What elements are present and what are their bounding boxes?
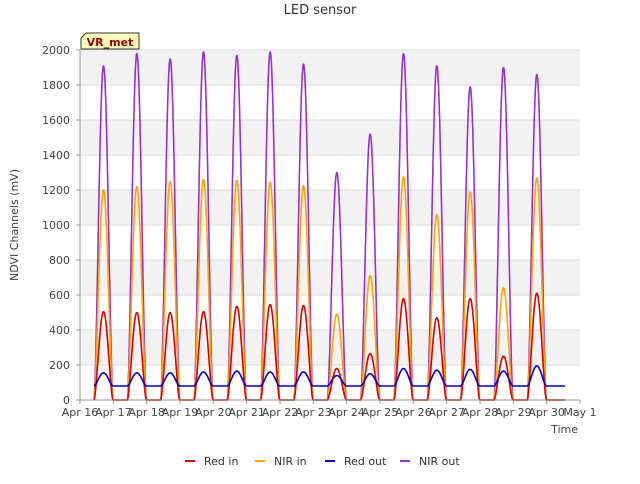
y-tick-label: 0	[63, 394, 70, 407]
badge-shape	[80, 32, 140, 50]
x-tick-label: Apr 22	[262, 406, 299, 419]
y-tick-label: 800	[49, 254, 70, 267]
x-tick-label: Apr 25	[362, 406, 399, 419]
y-tick-label: 2000	[42, 44, 70, 57]
legend-label: NIR out	[419, 455, 460, 468]
y-tick-label: 1800	[42, 79, 70, 92]
y-tick-label: 600	[49, 289, 70, 302]
plot-band	[80, 120, 580, 155]
legend-label: Red out	[344, 455, 387, 468]
y-axis-ticks: 0 200 400 600 800 1000 1200 1400 1600 1800 2000	[42, 44, 80, 407]
x-tick-label: Apr 24	[328, 406, 365, 419]
plot-band	[80, 85, 580, 120]
x-tick-label: Apr 18	[128, 406, 165, 419]
x-tick-label: Apr 26	[395, 406, 432, 419]
plot-band	[80, 155, 580, 190]
x-tick-label: Apr 23	[295, 406, 332, 419]
x-tick-label: Apr 19	[162, 406, 199, 419]
x-tick-label: Apr 20	[195, 406, 232, 419]
x-tick-label: May 1	[563, 406, 596, 419]
x-tick-label: Apr 17	[95, 406, 132, 419]
plot-band	[80, 190, 580, 225]
x-tick-label: Apr 27	[428, 406, 465, 419]
badge-label: VR_met	[87, 36, 134, 49]
station-badge: VR_met	[80, 32, 140, 50]
y-tick-label: 1200	[42, 184, 70, 197]
y-tick-label: 400	[49, 324, 70, 337]
x-tick-label: Apr 21	[228, 406, 265, 419]
plot-band	[80, 225, 580, 260]
plot-band	[80, 50, 580, 85]
y-tick-label: 1600	[42, 114, 70, 127]
legend: Red in NIR in Red out NIR out	[185, 455, 460, 468]
x-tick-label: Apr 16	[62, 406, 99, 419]
series-line-red-out	[93, 365, 566, 387]
chart-title: LED sensor	[284, 3, 357, 18]
y-axis-label: NDVI Channels (mV)	[8, 169, 21, 281]
x-tick-label: Apr 30	[528, 406, 565, 419]
y-tick-label: 1000	[42, 219, 70, 232]
legend-label: NIR in	[274, 455, 307, 468]
x-tick-label: Apr 29	[495, 406, 532, 419]
x-axis-label: Time	[550, 423, 578, 436]
y-tick-label: 1400	[42, 149, 70, 162]
y-tick-label: 200	[49, 359, 70, 372]
x-tick-label: Apr 28	[462, 406, 499, 419]
legend-label: Red in	[204, 455, 238, 468]
